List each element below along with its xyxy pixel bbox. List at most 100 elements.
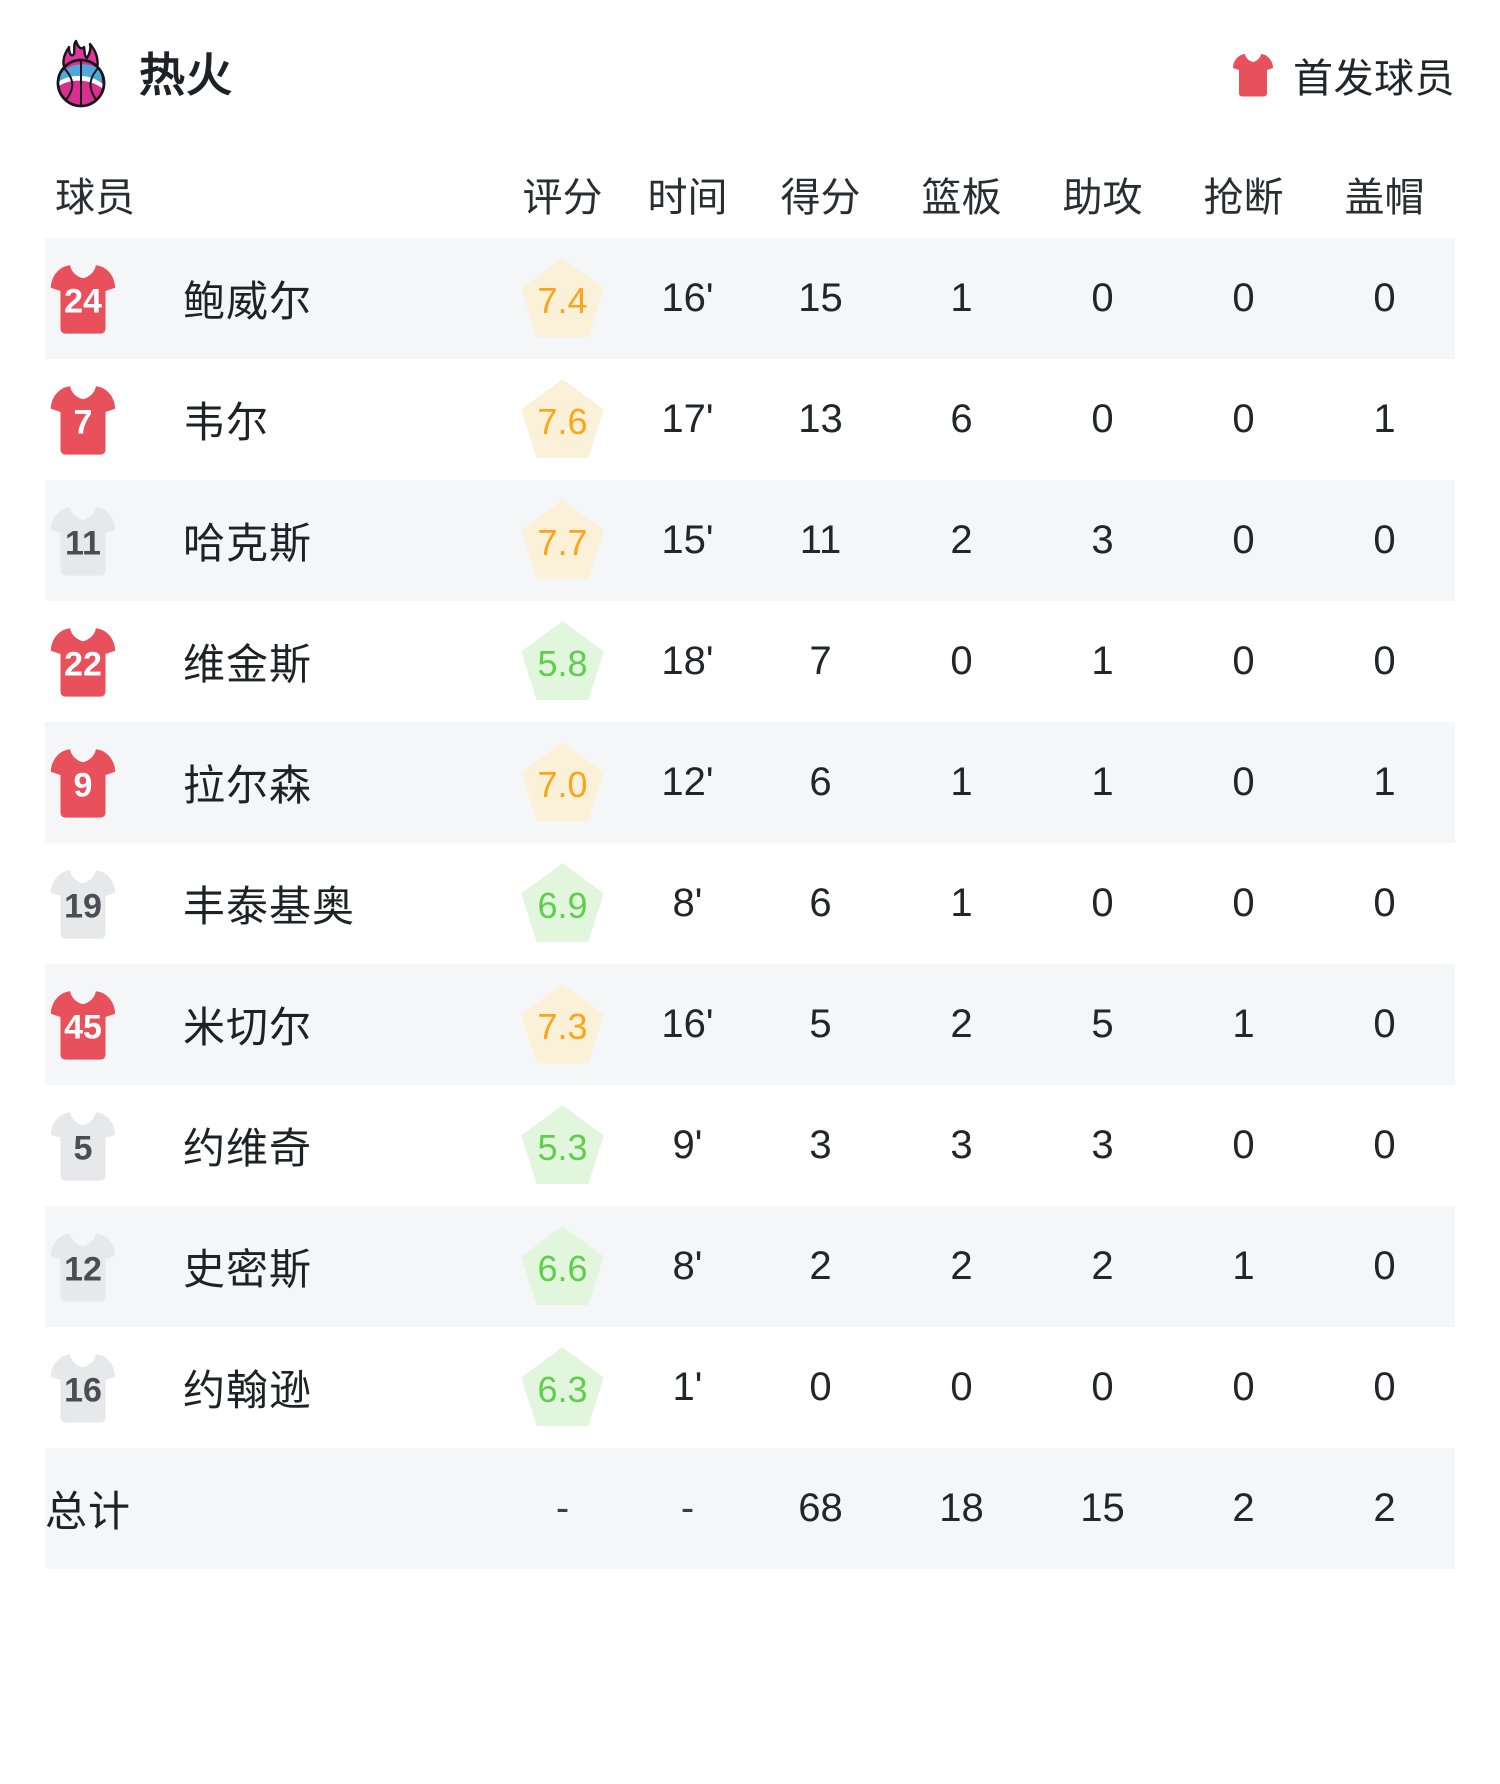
points-value: 11 (799, 518, 842, 562)
player-name[interactable]: 鲍威尔 (183, 278, 313, 325)
player-cell[interactable]: 7 韦尔 (45, 359, 500, 480)
rating-cell: 6.6 (500, 1206, 625, 1327)
assists-value: 0 (1091, 881, 1114, 925)
starter-jersey-icon: 7 (45, 383, 121, 457)
column-header-blocks[interactable]: 盖帽 (1344, 176, 1425, 220)
jersey-icon (1231, 52, 1275, 98)
rating-badge: 7.6 (520, 378, 606, 462)
rating-value: 7.4 (537, 279, 588, 321)
jersey-number: 16 (64, 1371, 102, 1410)
player-cell[interactable]: 9 拉尔森 (45, 722, 500, 843)
assists-value: 0 (1091, 1365, 1114, 1409)
player-cell[interactable]: 22 维金斯 (45, 601, 500, 722)
table-row[interactable]: 45 米切尔 7.3 16' 5 2 5 1 0 (45, 964, 1455, 1085)
rating-cell: 6.9 (500, 843, 625, 964)
steals-value: 0 (1232, 639, 1255, 683)
assists-value: 2 (1091, 1244, 1114, 1288)
rating-badge: 7.4 (520, 257, 606, 341)
rating-value: 7.3 (537, 1005, 588, 1047)
jersey-number: 5 (73, 1129, 93, 1168)
column-header-steals[interactable]: 抢断 (1203, 176, 1284, 220)
table-row[interactable]: 11 哈克斯 7.7 15' 11 2 3 0 0 (45, 480, 1455, 601)
player-stats-table: 球员 评分 时间 得分 篮板 助攻 抢断 盖帽 24 鲍威尔 7.4 16' 15 1 0 0… (45, 150, 1455, 1569)
table-row[interactable]: 9 拉尔森 7.0 12' 6 1 1 0 1 (45, 722, 1455, 843)
starter-jersey-icon: 24 (45, 262, 121, 336)
minutes-value: 9' (672, 1123, 703, 1167)
rating-badge: 7.7 (520, 499, 606, 583)
player-name[interactable]: 维金斯 (183, 641, 313, 688)
blocks-value: 0 (1373, 639, 1396, 683)
points-value: 7 (809, 639, 832, 683)
table-row[interactable]: 12 史密斯 6.6 8' 2 2 2 1 0 (45, 1206, 1455, 1327)
player-cell[interactable]: 16 约翰逊 (45, 1327, 500, 1448)
column-header-assists[interactable]: 助攻 (1062, 176, 1143, 220)
minutes-value: 17' (661, 397, 714, 441)
player-name[interactable]: 拉尔森 (183, 762, 313, 809)
bench-jersey-icon: 11 (45, 504, 121, 578)
assists-value: 1 (1091, 760, 1114, 804)
blocks-value: 0 (1373, 1123, 1396, 1167)
rating-badge: 6.9 (520, 862, 606, 946)
player-cell[interactable]: 19 丰泰基奥 (45, 843, 500, 964)
table-row[interactable]: 16 约翰逊 6.3 1' 0 0 0 0 0 (45, 1327, 1455, 1448)
points-value: 6 (809, 881, 832, 925)
rebounds-value: 0 (950, 1365, 973, 1409)
table-row[interactable]: 7 韦尔 7.6 17' 13 6 0 0 1 (45, 359, 1455, 480)
rating-badge: 7.3 (520, 983, 606, 1067)
table-row[interactable]: 22 维金斯 5.8 18' 7 0 1 0 0 (45, 601, 1455, 722)
points-value: 2 (809, 1244, 832, 1288)
column-header-rating[interactable]: 评分 (522, 176, 603, 220)
player-name[interactable]: 韦尔 (183, 399, 270, 446)
player-stats-body: 24 鲍威尔 7.4 16' 15 1 0 0 0 7 韦尔 7.6 17' 13 6 0 0 1 11 哈克斯 7.7… (45, 238, 1455, 1569)
player-name[interactable]: 米切尔 (183, 1004, 313, 1051)
bench-jersey-icon: 19 (45, 867, 121, 941)
assists-value: 3 (1091, 1123, 1114, 1167)
table-row[interactable]: 19 丰泰基奥 6.9 8' 6 1 0 0 0 (45, 843, 1455, 964)
points-value: 5 (809, 1002, 832, 1046)
total-row: 总计 - - 68 18 15 2 2 (45, 1448, 1455, 1569)
steals-value: 0 (1232, 760, 1255, 804)
column-header-rebounds[interactable]: 篮板 (921, 176, 1002, 220)
minutes-value: 1' (672, 1365, 703, 1409)
column-header-points[interactable]: 得分 (780, 176, 861, 220)
column-header-player[interactable]: 球员 (55, 176, 135, 220)
team-header: 热火 首发球员 (45, 0, 1455, 150)
player-name[interactable]: 哈克斯 (183, 520, 313, 567)
points-value: 15 (798, 276, 843, 320)
player-cell[interactable]: 11 哈克斯 (45, 480, 500, 601)
rebounds-value: 1 (950, 760, 973, 804)
rating-cell: 5.3 (500, 1085, 625, 1206)
table-row[interactable]: 24 鲍威尔 7.4 16' 15 1 0 0 0 (45, 238, 1455, 359)
player-cell[interactable]: 24 鲍威尔 (45, 238, 500, 359)
total-label-cell: 总计 (45, 1448, 500, 1569)
blocks-value: 0 (1373, 881, 1396, 925)
table-row[interactable]: 5 约维奇 5.3 9' 3 3 3 0 0 (45, 1085, 1455, 1206)
blocks-value: 0 (1373, 1244, 1396, 1288)
steals-value: 0 (1232, 276, 1255, 320)
player-cell[interactable]: 45 米切尔 (45, 964, 500, 1085)
rating-value: 7.7 (537, 521, 588, 563)
team-identity[interactable]: 热火 (45, 39, 233, 111)
assists-value: 3 (1091, 518, 1114, 562)
rating-cell: 7.0 (500, 722, 625, 843)
rating-cell: 7.3 (500, 964, 625, 1085)
minutes-value: 8' (672, 1244, 703, 1288)
jersey-number: 22 (64, 645, 102, 684)
minutes-value: 12' (661, 760, 714, 804)
player-name[interactable]: 约维奇 (183, 1125, 313, 1172)
rating-value: 5.3 (537, 1126, 588, 1168)
player-name[interactable]: 丰泰基奥 (183, 883, 356, 930)
blocks-value: 0 (1373, 518, 1396, 562)
player-cell[interactable]: 5 约维奇 (45, 1085, 500, 1206)
minutes-value: 16' (661, 1002, 714, 1046)
rating-badge: 6.6 (520, 1225, 606, 1309)
player-cell[interactable]: 12 史密斯 (45, 1206, 500, 1327)
player-name[interactable]: 约翰逊 (183, 1367, 313, 1414)
column-header-time[interactable]: 时间 (647, 176, 728, 220)
blocks-value: 1 (1373, 760, 1396, 804)
blocks-value: 0 (1373, 1365, 1396, 1409)
steals-value: 0 (1232, 518, 1255, 562)
player-name[interactable]: 史密斯 (183, 1246, 313, 1293)
points-value: 13 (798, 397, 843, 441)
